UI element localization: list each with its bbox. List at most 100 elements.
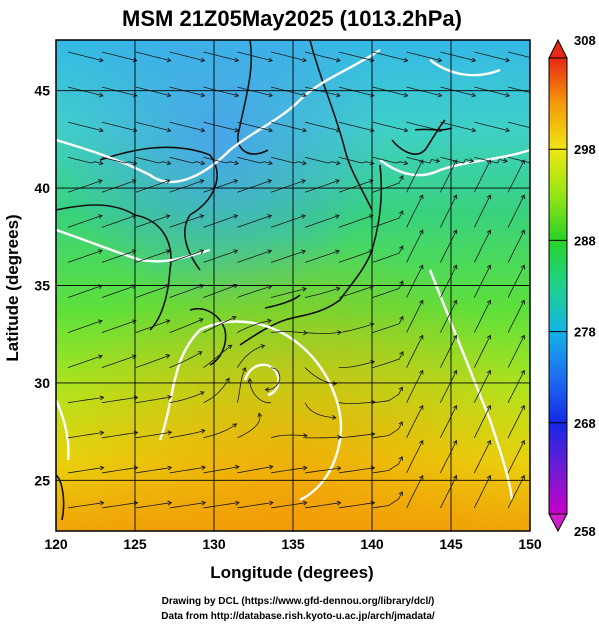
colorbar-tick-label: 308 — [574, 33, 596, 48]
streamline-arrowhead — [267, 214, 273, 219]
streamline — [304, 436, 342, 439]
streamline-arrowhead — [234, 464, 240, 470]
streamline-arrowhead — [452, 474, 458, 480]
streamline-arrowhead — [268, 464, 274, 470]
streamline-arrowhead — [486, 194, 492, 200]
streamline-arrowhead — [98, 354, 103, 360]
streamline — [338, 86, 374, 97]
streamline — [169, 284, 204, 298]
streamline-arrowhead — [469, 158, 475, 164]
streamline-arrowhead — [199, 391, 205, 396]
streamline — [304, 180, 340, 193]
streamline — [135, 285, 170, 298]
map-panel — [56, 40, 543, 531]
streamline — [169, 215, 204, 228]
streamline-arrowhead — [452, 229, 458, 235]
streamline — [372, 351, 404, 368]
streamline — [169, 502, 206, 509]
streamline — [237, 320, 272, 333]
streamline-arrowhead — [247, 377, 253, 383]
map-frame — [55, 39, 531, 532]
streamline — [67, 86, 103, 97]
graticule — [56, 40, 530, 531]
streamline — [372, 245, 404, 263]
streamline — [203, 316, 236, 333]
streamline — [135, 396, 172, 404]
streamline — [135, 156, 171, 165]
streamline — [406, 195, 424, 228]
streamline — [271, 331, 308, 334]
x-tick-label: 135 — [281, 536, 305, 552]
streamline-arrowhead — [419, 369, 424, 375]
streamline-arrowhead — [337, 434, 342, 440]
streamline-arrowhead — [398, 421, 403, 426]
streamline-arrowhead — [332, 380, 338, 386]
streamline-arrowhead — [233, 214, 239, 219]
streamline — [508, 51, 530, 58]
streamline — [101, 180, 136, 193]
streamline — [338, 323, 374, 333]
streamline — [237, 121, 273, 132]
streamline-arrowhead — [419, 229, 424, 235]
streamline-arrowhead — [452, 334, 458, 340]
streamline-arrowhead — [452, 194, 458, 200]
streamline — [169, 156, 205, 165]
streamline-arrowhead — [419, 334, 424, 340]
streamline — [67, 180, 103, 193]
streamline — [101, 156, 137, 165]
x-axis-ticks: 120 125 130 135 140 145 150 — [44, 536, 542, 552]
streamline-arrowhead — [165, 214, 171, 219]
streamline — [271, 288, 307, 298]
wind-streamlines — [67, 51, 543, 509]
streamline — [304, 156, 340, 165]
streamline — [440, 370, 457, 403]
streamline — [440, 265, 457, 298]
streamline-arrowhead — [486, 229, 492, 235]
colorbar-tick-label: 258 — [574, 524, 596, 539]
streamline — [67, 355, 103, 368]
streamline-arrowhead — [520, 404, 526, 410]
streamline — [135, 86, 171, 97]
streamline-arrowhead — [233, 179, 239, 184]
streamline-arrowhead — [234, 92, 240, 98]
streamline-arrowhead — [331, 415, 337, 420]
streamline-arrowhead — [166, 127, 172, 133]
streamline-arrowhead — [302, 127, 307, 133]
streamline-arrowhead — [227, 344, 233, 350]
colorbar-tick-label: 288 — [574, 233, 596, 248]
streamline — [67, 502, 104, 509]
streamline — [304, 250, 340, 263]
streamline-arrowhead — [233, 283, 239, 289]
streamline — [237, 413, 261, 439]
streamline-arrowhead — [165, 354, 171, 359]
x-tick-label: 125 — [123, 536, 147, 552]
streamline-arrowhead — [302, 92, 307, 98]
streamline — [474, 86, 510, 97]
streamline-arrowhead — [131, 319, 137, 324]
streamline — [169, 51, 205, 62]
streamline — [67, 285, 103, 298]
streamline-arrowhead — [268, 160, 273, 166]
streamline — [101, 502, 138, 509]
streamline — [473, 300, 491, 333]
streamline-arrowhead — [335, 127, 341, 133]
streamline — [372, 421, 403, 439]
streamline-arrowhead — [452, 264, 458, 270]
x-axis-label: Longitude (degrees) — [210, 563, 373, 582]
streamline — [169, 351, 203, 368]
streamline — [507, 475, 525, 509]
streamline — [101, 285, 136, 298]
streamline — [473, 405, 491, 438]
streamline — [440, 159, 457, 193]
streamline-arrowhead — [539, 93, 543, 97]
streamline-arrowhead — [520, 194, 526, 200]
streamline — [473, 230, 491, 263]
streamline-arrowhead — [233, 249, 239, 254]
streamline-arrowhead — [167, 430, 173, 436]
streamline-arrowhead — [419, 299, 424, 305]
streamline-arrowhead — [537, 159, 541, 163]
streamline — [440, 51, 476, 62]
streamline — [203, 51, 239, 62]
streamline-arrowhead — [335, 214, 340, 219]
streamline — [406, 440, 424, 474]
